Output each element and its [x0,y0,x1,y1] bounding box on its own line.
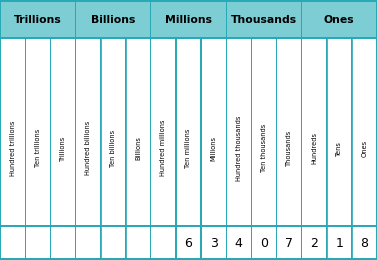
Bar [26,227,50,258]
Bar [202,227,225,258]
Text: 7: 7 [285,237,293,250]
Bar [277,39,301,225]
Bar [252,39,276,225]
Bar [26,39,50,225]
Text: 1: 1 [336,237,343,250]
Bar [277,227,301,258]
Bar [227,39,251,225]
Text: Billions: Billions [135,136,141,160]
Bar [227,2,301,37]
Bar [101,227,125,258]
Bar [152,227,175,258]
Text: Millions: Millions [211,135,217,161]
Text: Ones: Ones [324,15,355,24]
Bar [352,227,376,258]
Bar [152,2,225,37]
Text: Thousands: Thousands [231,15,297,24]
Text: Hundred millions: Hundred millions [160,120,166,176]
Text: 3: 3 [210,237,218,250]
Bar [352,39,376,225]
Text: Trillions: Trillions [60,135,66,161]
Text: 0: 0 [260,237,268,250]
Text: Hundred trillions: Hundred trillions [9,120,15,176]
Text: 2: 2 [310,237,318,250]
Bar [327,39,351,225]
Text: Ones: Ones [362,140,368,157]
Bar [302,227,326,258]
Bar [76,227,100,258]
Text: Thousands: Thousands [286,130,292,166]
Bar [51,39,75,225]
Text: Hundred thousands: Hundred thousands [236,115,242,181]
Bar [252,227,276,258]
Bar [202,39,225,225]
Text: Hundreds: Hundreds [311,132,317,164]
Text: Ten thousands: Ten thousands [261,124,267,172]
Text: Hundred billions: Hundred billions [85,121,91,175]
Bar [51,227,75,258]
Text: Millions: Millions [165,15,212,24]
Bar [76,2,150,37]
Bar [126,227,150,258]
Text: Ten billions: Ten billions [110,129,116,167]
Bar [1,2,75,37]
Bar [152,39,175,225]
Bar [227,227,251,258]
Bar [126,39,150,225]
Bar [76,39,100,225]
Text: Billions: Billions [91,15,135,24]
Bar [327,227,351,258]
Text: 8: 8 [360,237,368,250]
Text: Ten millions: Ten millions [185,128,192,168]
Bar [176,39,201,225]
Bar [302,2,376,37]
Bar [1,227,25,258]
Bar [1,39,25,225]
Text: Trillions: Trillions [14,15,61,24]
Text: Tens: Tens [336,141,342,155]
Bar [176,227,201,258]
Text: Ten trillions: Ten trillions [35,129,41,167]
Text: 4: 4 [235,237,243,250]
Bar [302,39,326,225]
Text: 6: 6 [185,237,192,250]
Bar [101,39,125,225]
